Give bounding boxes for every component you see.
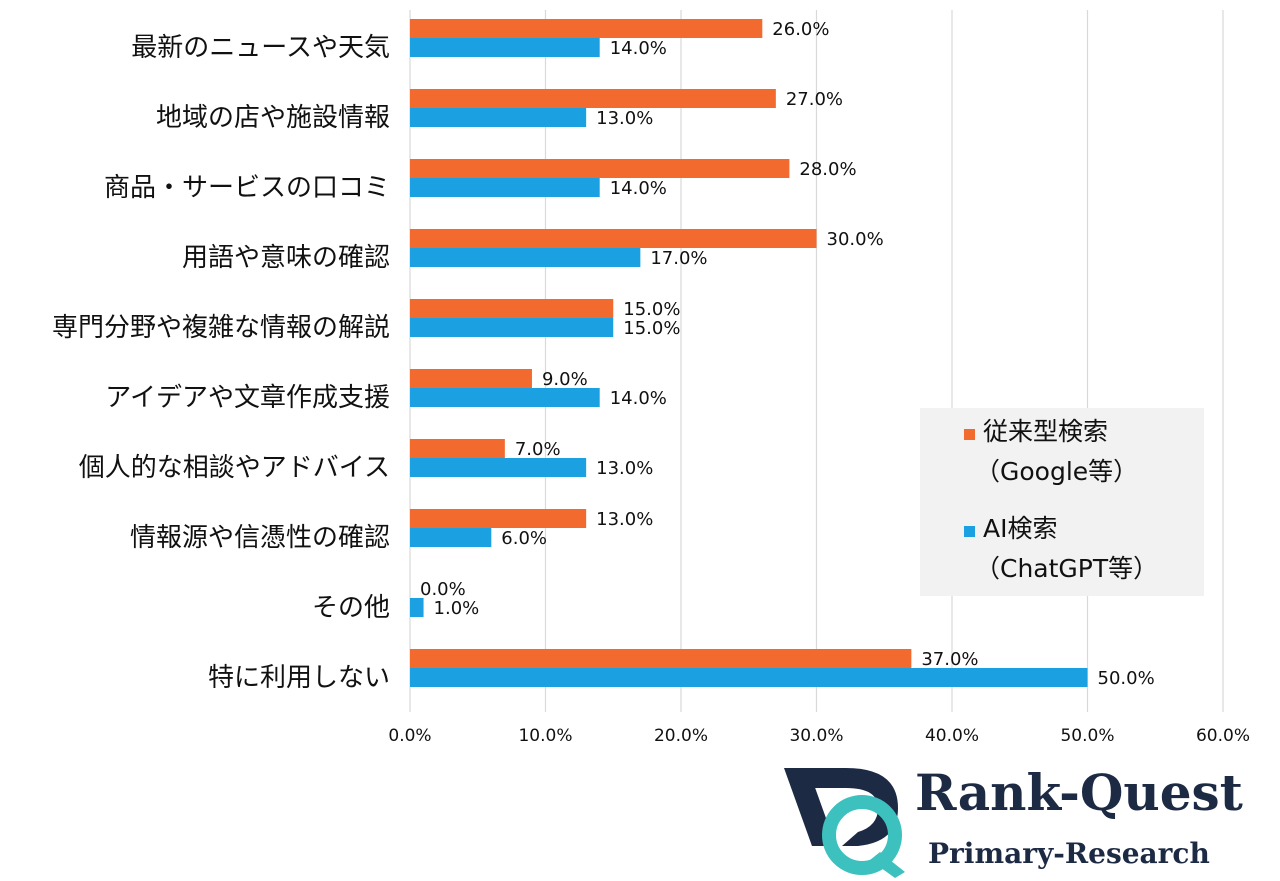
data-label: 26.0% xyxy=(772,19,829,40)
legend-label: AI検索 xyxy=(983,514,1057,543)
x-tick-label: 50.0% xyxy=(1060,726,1114,746)
category-label: 最新のニュースや天気 xyxy=(131,33,390,63)
bar-ai-search xyxy=(410,388,600,407)
bar-traditional-search xyxy=(410,89,776,108)
x-tick-label: 20.0% xyxy=(654,726,708,746)
data-label: 14.0% xyxy=(610,388,667,409)
bar-traditional-search xyxy=(410,159,790,178)
data-label: 14.0% xyxy=(610,38,667,59)
data-label: 15.0% xyxy=(623,318,680,339)
x-tick-label: 40.0% xyxy=(925,726,979,746)
bar-traditional-search xyxy=(410,439,505,458)
data-label: 14.0% xyxy=(610,178,667,199)
data-label: 13.0% xyxy=(596,458,653,479)
x-tick-label: 0.0% xyxy=(388,726,431,746)
bar-ai-search xyxy=(410,598,424,617)
legend-swatch xyxy=(964,429,975,440)
bar-ai-search xyxy=(410,248,641,267)
bar-ai-search xyxy=(410,458,587,477)
category-label: 情報源や信憑性の確認 xyxy=(130,523,390,553)
legend-label: （ChatGPT等） xyxy=(975,554,1158,583)
bar-traditional-search xyxy=(410,299,614,318)
x-tick-label: 30.0% xyxy=(789,726,843,746)
data-label: 27.0% xyxy=(786,89,843,110)
logo-tagline: Primary-Research xyxy=(928,837,1210,870)
category-label: アイデアや文章作成支援 xyxy=(105,383,390,413)
bars xyxy=(410,19,1088,687)
x-tick-label: 10.0% xyxy=(518,726,572,746)
data-label: 50.0% xyxy=(1098,668,1155,689)
bar-traditional-search xyxy=(410,19,763,38)
data-label: 7.0% xyxy=(515,439,561,460)
data-label: 28.0% xyxy=(799,159,856,180)
data-label: 15.0% xyxy=(623,299,680,320)
bar-traditional-search xyxy=(410,369,532,388)
category-label: 個人的な相談やアドバイス xyxy=(79,453,390,483)
data-label: 13.0% xyxy=(596,108,653,129)
bar-ai-search xyxy=(410,528,492,547)
category-label: 用語や意味の確認 xyxy=(182,243,390,273)
rank-quest-logo: Rank-Quest Primary-Research xyxy=(784,763,1243,878)
legend-swatch xyxy=(964,526,975,537)
legend: 従来型検索 （Google等） AI検索 （ChatGPT等） xyxy=(920,408,1204,596)
data-label: 13.0% xyxy=(596,509,653,530)
category-label: 商品・サービスの口コミ xyxy=(104,173,390,203)
legend-label: 従来型検索 xyxy=(983,417,1108,446)
bar-ai-search xyxy=(410,108,587,127)
bar-traditional-search xyxy=(410,229,817,248)
category-label: 地域の店や施設情報 xyxy=(156,103,390,133)
data-label: 0.0% xyxy=(420,579,466,600)
bar-traditional-search xyxy=(410,649,912,668)
category-label: 特に利用しない xyxy=(208,663,390,693)
data-label: 37.0% xyxy=(921,649,978,670)
data-label: 1.0% xyxy=(434,598,480,619)
data-label: 17.0% xyxy=(650,248,707,269)
rq-logo-icon xyxy=(784,768,905,878)
x-tick-label: 60.0% xyxy=(1196,726,1250,746)
bar-ai-search xyxy=(410,178,600,197)
data-label: 30.0% xyxy=(827,229,884,250)
logo-name: Rank-Quest xyxy=(915,763,1243,822)
bar-ai-search xyxy=(410,38,600,57)
category-label: 専門分野や複雑な情報の解説 xyxy=(52,313,390,343)
bar-traditional-search xyxy=(410,509,587,528)
bar-ai-search xyxy=(410,668,1088,687)
category-label: その他 xyxy=(312,593,390,623)
legend-label: （Google等） xyxy=(975,457,1138,486)
data-label: 6.0% xyxy=(501,528,547,549)
labels: 0.0% 10.0% 20.0% 30.0% 40.0% 50.0% 60.0% 最新のニュー… xyxy=(52,19,1250,746)
data-label: 9.0% xyxy=(542,369,588,390)
bar-ai-search xyxy=(410,318,614,337)
